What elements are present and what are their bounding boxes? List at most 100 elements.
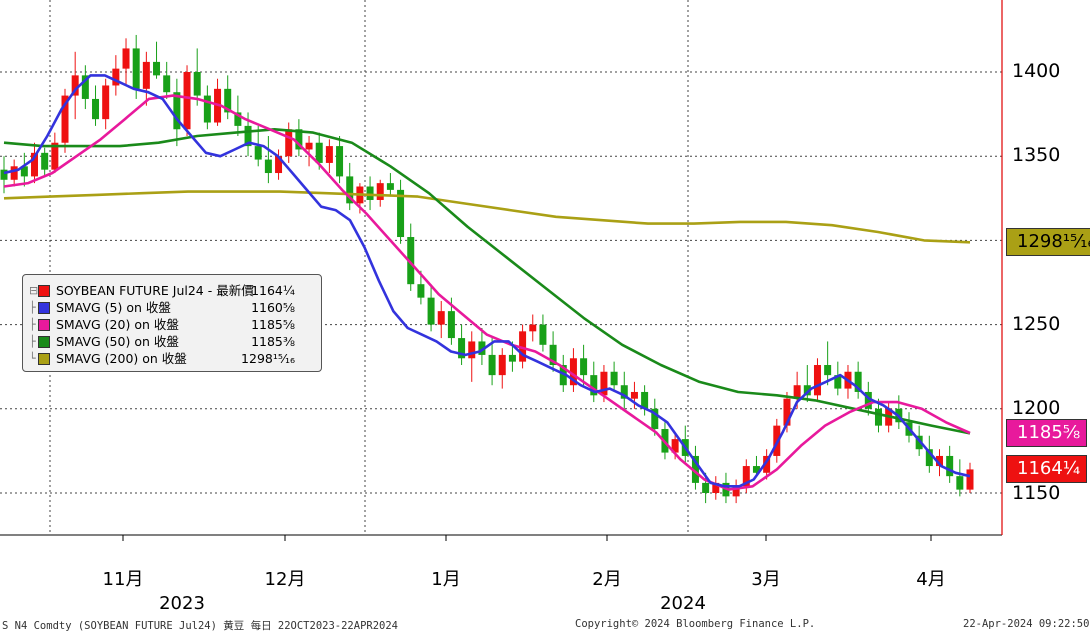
- candle-body: [458, 338, 466, 359]
- candle-body: [864, 391, 872, 409]
- legend-swatch: [38, 336, 50, 348]
- candle-body: [112, 68, 120, 86]
- candle-body: [173, 92, 181, 130]
- candle-body: [498, 354, 506, 376]
- legend-swatch: [38, 319, 50, 331]
- footer-copyright: Copyright© 2024 Bloomberg Finance L.P.: [575, 618, 816, 630]
- x-axis-ticks: [122, 535, 932, 541]
- x-year-label: 2024: [660, 593, 706, 614]
- legend-label: SMAVG (50) on 收盤: [56, 334, 179, 349]
- candle-body: [783, 398, 791, 426]
- candle-body: [529, 324, 537, 332]
- candle-body: [295, 129, 303, 150]
- candle-body: [163, 75, 171, 93]
- x-tick-label: 12月: [264, 569, 306, 590]
- candle-body: [285, 129, 293, 157]
- legend-label: SMAVG (200) on 收盤: [56, 351, 187, 366]
- legend-value: 1160⅝: [251, 300, 295, 315]
- candle-body: [275, 156, 283, 174]
- legend-label: SMAVG (20) on 收盤: [56, 317, 179, 332]
- candle-body: [488, 354, 496, 376]
- x-year-label: 2023: [159, 593, 205, 614]
- candle-body: [671, 439, 679, 453]
- candle-body: [31, 152, 39, 177]
- candle-body: [925, 449, 933, 467]
- candle-body: [580, 358, 588, 376]
- candle-body: [793, 385, 801, 399]
- candle-body: [702, 482, 710, 493]
- candle-body: [397, 189, 405, 238]
- y-tick-label: 1200: [1012, 397, 1061, 419]
- candle-body: [10, 166, 18, 180]
- candle-body: [610, 371, 618, 386]
- candle-body: [752, 466, 760, 473]
- legend-entry[interactable]: ├ SMAVG (50) on 收盤 1185⅜: [23, 333, 321, 350]
- legend-label: SOYBEAN FUTURE Jul24 - 最新價: [56, 283, 254, 298]
- legend-value: 1185⅝: [251, 317, 295, 332]
- legend-entry[interactable]: ├ SMAVG (20) on 收盤 1185⅝: [23, 316, 321, 333]
- candle-body: [61, 95, 69, 143]
- candle-body: [732, 486, 740, 497]
- candle-body: [153, 61, 161, 76]
- candle-body: [508, 354, 516, 362]
- last-value-tag-sma20: 1185⅝: [1006, 419, 1088, 447]
- candle-body: [468, 341, 476, 359]
- candle-body: [437, 311, 445, 325]
- x-tick-label: 1月: [431, 569, 461, 590]
- legend-value: 1185⅜: [251, 334, 295, 349]
- candle-body: [854, 371, 862, 392]
- candle-body: [244, 125, 252, 147]
- candle-body: [41, 152, 49, 170]
- legend-value: 1298¹⁵⁄₁₆: [241, 351, 295, 366]
- candle-body: [254, 146, 262, 160]
- sma20-line: [3, 94, 971, 491]
- tree-branch-icon: ├: [29, 335, 36, 348]
- candle-body: [803, 385, 811, 396]
- candle-body: [915, 435, 923, 450]
- candle-body: [641, 391, 649, 409]
- candle-body: [203, 95, 211, 123]
- legend-entry[interactable]: ⊟ SOYBEAN FUTURE Jul24 - 最新價 1164¼: [23, 282, 321, 299]
- legend-swatch: [38, 302, 50, 314]
- candle-body: [427, 297, 435, 325]
- candle-body: [813, 365, 821, 396]
- legend-entry[interactable]: ├ SMAVG (5) on 收盤 1160⅝: [23, 299, 321, 316]
- last-value-tag-sma200: 1298¹⁵⁄₁₆: [1006, 228, 1090, 256]
- chart-legend[interactable]: ⊟ SOYBEAN FUTURE Jul24 - 最新價 1164¼ ├ SMA…: [22, 274, 322, 372]
- legend-swatch: [38, 285, 50, 297]
- legend-label: SMAVG (5) on 收盤: [56, 300, 171, 315]
- candle-body: [122, 48, 130, 69]
- legend-entry[interactable]: └ SMAVG (200) on 收盤 1298¹⁵⁄₁₆: [23, 350, 321, 367]
- y-tick-label: 1400: [1012, 60, 1061, 82]
- candle-body: [142, 61, 150, 89]
- y-tick-label: 1350: [1012, 144, 1061, 166]
- candle-body: [549, 344, 557, 366]
- candle-body: [600, 371, 608, 396]
- footer-timestamp: 22-Apr-2024 09:22:50: [963, 618, 1090, 630]
- sma200-line: [3, 190, 971, 244]
- candle-body: [834, 375, 842, 389]
- candle-body: [366, 186, 374, 200]
- tree-branch-icon: ├: [29, 301, 36, 314]
- y-tick-label: 1150: [1012, 482, 1061, 504]
- x-tick-label: 3月: [751, 569, 781, 590]
- collapse-icon[interactable]: ⊟: [29, 284, 39, 297]
- candle-body: [590, 375, 598, 396]
- footer-security: S N4 Comdty (SOYBEAN FUTURE Jul24) 黄豆 每日…: [2, 620, 399, 632]
- candle-body: [51, 142, 59, 170]
- x-tick-label: 2月: [592, 569, 622, 590]
- x-tick-label: 4月: [916, 569, 946, 590]
- candle-body: [325, 146, 333, 163]
- candle-body: [569, 358, 577, 386]
- candle-body: [447, 311, 455, 339]
- candle-body: [92, 98, 100, 120]
- y-tick-label: 1250: [1012, 313, 1061, 335]
- candle-body: [193, 72, 201, 96]
- candle-body: [234, 112, 242, 126]
- candle-body: [0, 169, 8, 180]
- candle-body: [651, 408, 659, 430]
- x-tick-label: 11月: [102, 569, 144, 590]
- candle-body: [264, 159, 272, 174]
- candle-body: [224, 88, 232, 113]
